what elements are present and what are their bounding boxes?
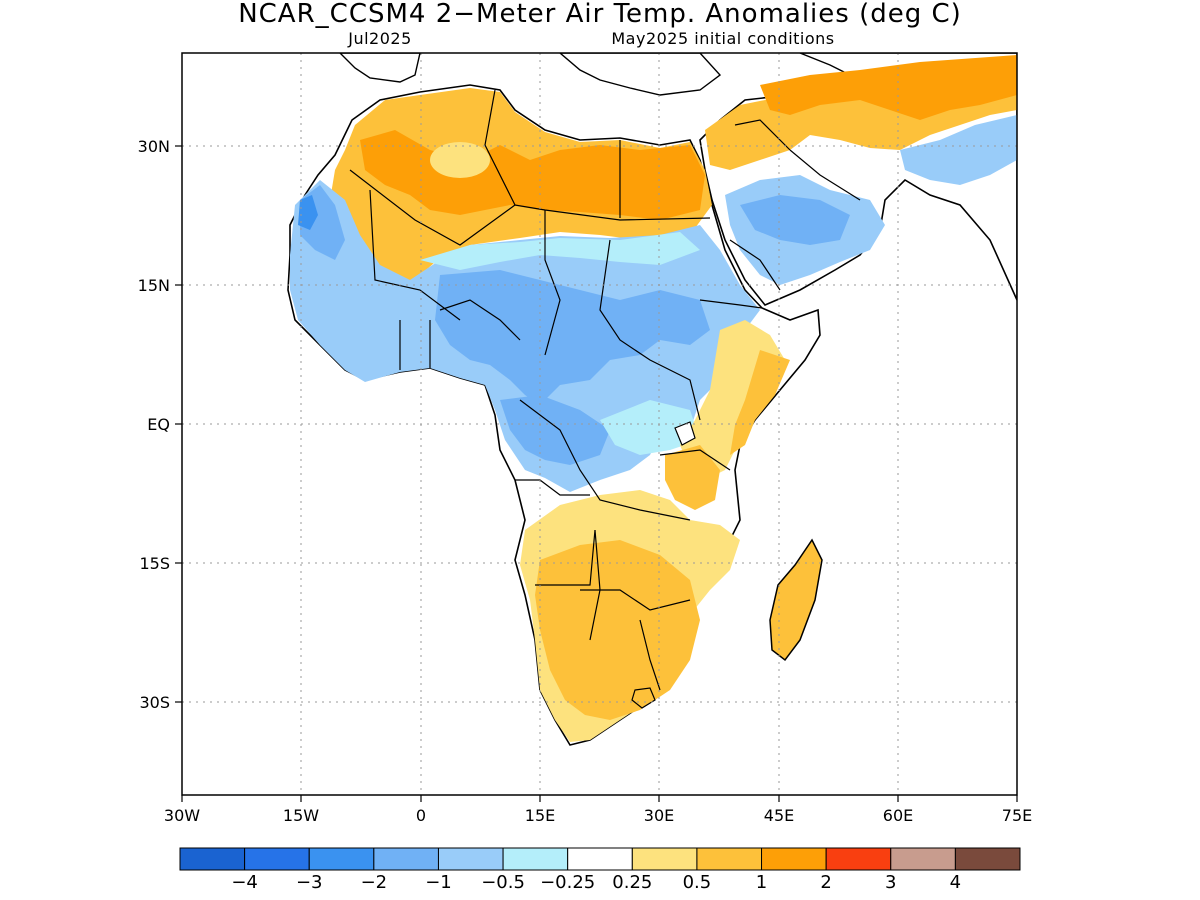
y-tick-label: 15S [139, 554, 170, 573]
y-tick-label: EQ [147, 415, 170, 434]
anomaly-sahara-yellow [430, 142, 490, 178]
colorbar-swatch [631, 847, 698, 871]
colorbar-label: −3 [296, 872, 323, 893]
colorbar-label: −0.25 [540, 872, 595, 893]
anomaly-sahel-pale [420, 232, 700, 455]
country-borders [349, 89, 861, 691]
colorbar-swatch [244, 847, 310, 871]
colorbar-swatch [696, 847, 763, 871]
anomaly-congo-blue [500, 395, 610, 465]
madagascar-landmass [769, 538, 823, 662]
colorbar-swatch [761, 847, 827, 871]
y-tick-label: 30N [138, 137, 170, 156]
colorbar-label: 4 [950, 872, 961, 893]
x-tick-label: 30E [644, 806, 674, 825]
colorbar-swatch [567, 847, 633, 871]
colorbar-label: 0.25 [612, 872, 652, 893]
x-tick-label: 0 [416, 806, 426, 825]
y-tick-label: 15N [138, 276, 170, 295]
lake-victoria [674, 421, 696, 446]
x-tick-label: 30W [164, 806, 200, 825]
colorbar-label: −4 [231, 872, 258, 893]
x-tick-label: 60E [883, 806, 913, 825]
colorbar-label: 2 [820, 872, 831, 893]
y-tick-label: 30S [139, 693, 170, 712]
colorbar-label: 3 [885, 872, 896, 893]
lesotho-border [631, 687, 656, 709]
colorbar-swatch [954, 847, 1021, 871]
colorbar-swatch [179, 847, 246, 871]
anomaly-west-africa-blue [300, 185, 710, 405]
x-tick-label: 15W [283, 806, 319, 825]
colorbar-swatch [502, 847, 569, 871]
x-tick-labels: 30W 15W 0 15E 30E 45E 60E 75E [164, 806, 1032, 825]
colorbar-swatch [437, 847, 504, 871]
anomaly-somalia-orange [730, 350, 790, 455]
colorbar-swatch [308, 847, 375, 871]
x-tick-label: 15E [525, 806, 555, 825]
colorbar-label: 1 [756, 872, 767, 893]
anomaly-iran-cool [900, 115, 1017, 185]
colorbar-label: −1 [425, 872, 452, 893]
chart-title: NCAR_CCSM4 2−Meter Air Temp. Anomalies (… [238, 0, 962, 29]
colorbar-swatch [825, 847, 892, 871]
colorbar-label: −2 [361, 872, 388, 893]
anomaly-sahara-orange [360, 130, 705, 220]
colorbar-swatch [890, 847, 956, 871]
colorbar-label: 0.5 [683, 872, 712, 893]
tick-marks [175, 145, 1018, 802]
anomaly-arabia-blue [740, 195, 850, 245]
anomaly-iran-orange [760, 55, 1017, 120]
colorbar-label: −0.5 [481, 872, 525, 893]
colorbar: −4 −3 −2 −1 −0.5 −0.25 0.25 0.5 1 2 3 4 [179, 847, 1021, 893]
grid-lines [182, 53, 1017, 795]
x-tick-label: 75E [1002, 806, 1032, 825]
anomaly-tanzania-orange [665, 445, 720, 510]
initial-conditions-label: May2025 initial conditions [611, 29, 834, 48]
anomaly-mauritania-dark-blue [298, 195, 318, 230]
valid-month-label: Jul2025 [347, 29, 412, 48]
map-area [182, 53, 1017, 795]
y-tick-labels: 30N 15N EQ 15S 30S [138, 137, 170, 712]
x-tick-label: 45E [764, 806, 794, 825]
colorbar-swatch [373, 847, 439, 871]
